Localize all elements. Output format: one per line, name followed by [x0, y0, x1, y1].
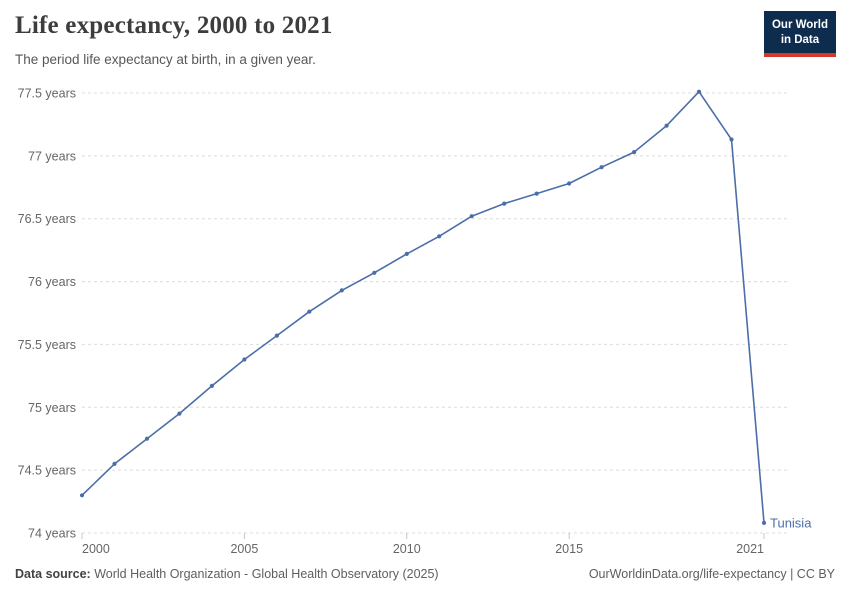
y-axis-label: 76 years: [28, 275, 76, 289]
data-point[interactable]: [469, 214, 474, 219]
y-axis-label: 75.5 years: [18, 338, 76, 352]
data-point[interactable]: [307, 309, 312, 314]
entity-label-tunisia[interactable]: Tunisia: [770, 515, 812, 530]
x-axis-label: 2021: [736, 542, 764, 556]
page-title: Life expectancy, 2000 to 2021: [15, 12, 333, 39]
x-axis-label: 2000: [82, 542, 110, 556]
x-axis-label: 2010: [393, 542, 421, 556]
data-point[interactable]: [274, 333, 279, 338]
data-point[interactable]: [79, 493, 85, 498]
data-point[interactable]: [729, 137, 734, 142]
data-point[interactable]: [534, 191, 539, 196]
data-source-label: Data source:: [15, 567, 91, 581]
chart-footer: Data source: World Health Organization -…: [15, 567, 835, 581]
data-point[interactable]: [404, 251, 409, 256]
data-point[interactable]: [761, 520, 767, 526]
data-point[interactable]: [144, 436, 150, 441]
x-axis-label: 2015: [555, 542, 583, 556]
owid-logo[interactable]: Our World in Data: [763, 11, 836, 57]
y-axis-label: 74.5 years: [18, 464, 76, 478]
chart-subtitle: The period life expectancy at birth, in …: [15, 52, 316, 67]
y-axis-label: 74 years: [28, 527, 76, 541]
y-axis-label: 75 years: [28, 401, 76, 415]
data-point[interactable]: [664, 123, 669, 128]
y-axis-label: 77 years: [28, 149, 76, 163]
data-point[interactable]: [372, 270, 377, 275]
data-point[interactable]: [339, 288, 344, 293]
data-point[interactable]: [112, 461, 117, 466]
data-point[interactable]: [632, 150, 637, 155]
data-point[interactable]: [177, 411, 182, 416]
data-point[interactable]: [502, 201, 507, 206]
data-point[interactable]: [696, 89, 702, 94]
owid-logo-line2: in Data: [780, 33, 820, 46]
owid-citation-link[interactable]: OurWorldinData.org/life-expectancy | CC …: [588, 567, 835, 581]
data-point[interactable]: [599, 165, 604, 170]
data-point[interactable]: [437, 234, 442, 239]
y-axis-label: 77.5 years: [18, 87, 76, 101]
data-source-text: World Health Organization - Global Healt…: [94, 567, 439, 581]
data-point[interactable]: [242, 357, 247, 362]
owid-logo-line1: Our World: [771, 19, 828, 31]
data-point[interactable]: [209, 383, 214, 388]
y-axis-label: 76.5 years: [18, 212, 76, 226]
x-axis-label: 2005: [230, 542, 258, 556]
data-source: Data source: World Health Organization -…: [15, 567, 439, 581]
line-series-tunisia[interactable]: [81, 90, 765, 524]
data-point[interactable]: [567, 181, 572, 186]
